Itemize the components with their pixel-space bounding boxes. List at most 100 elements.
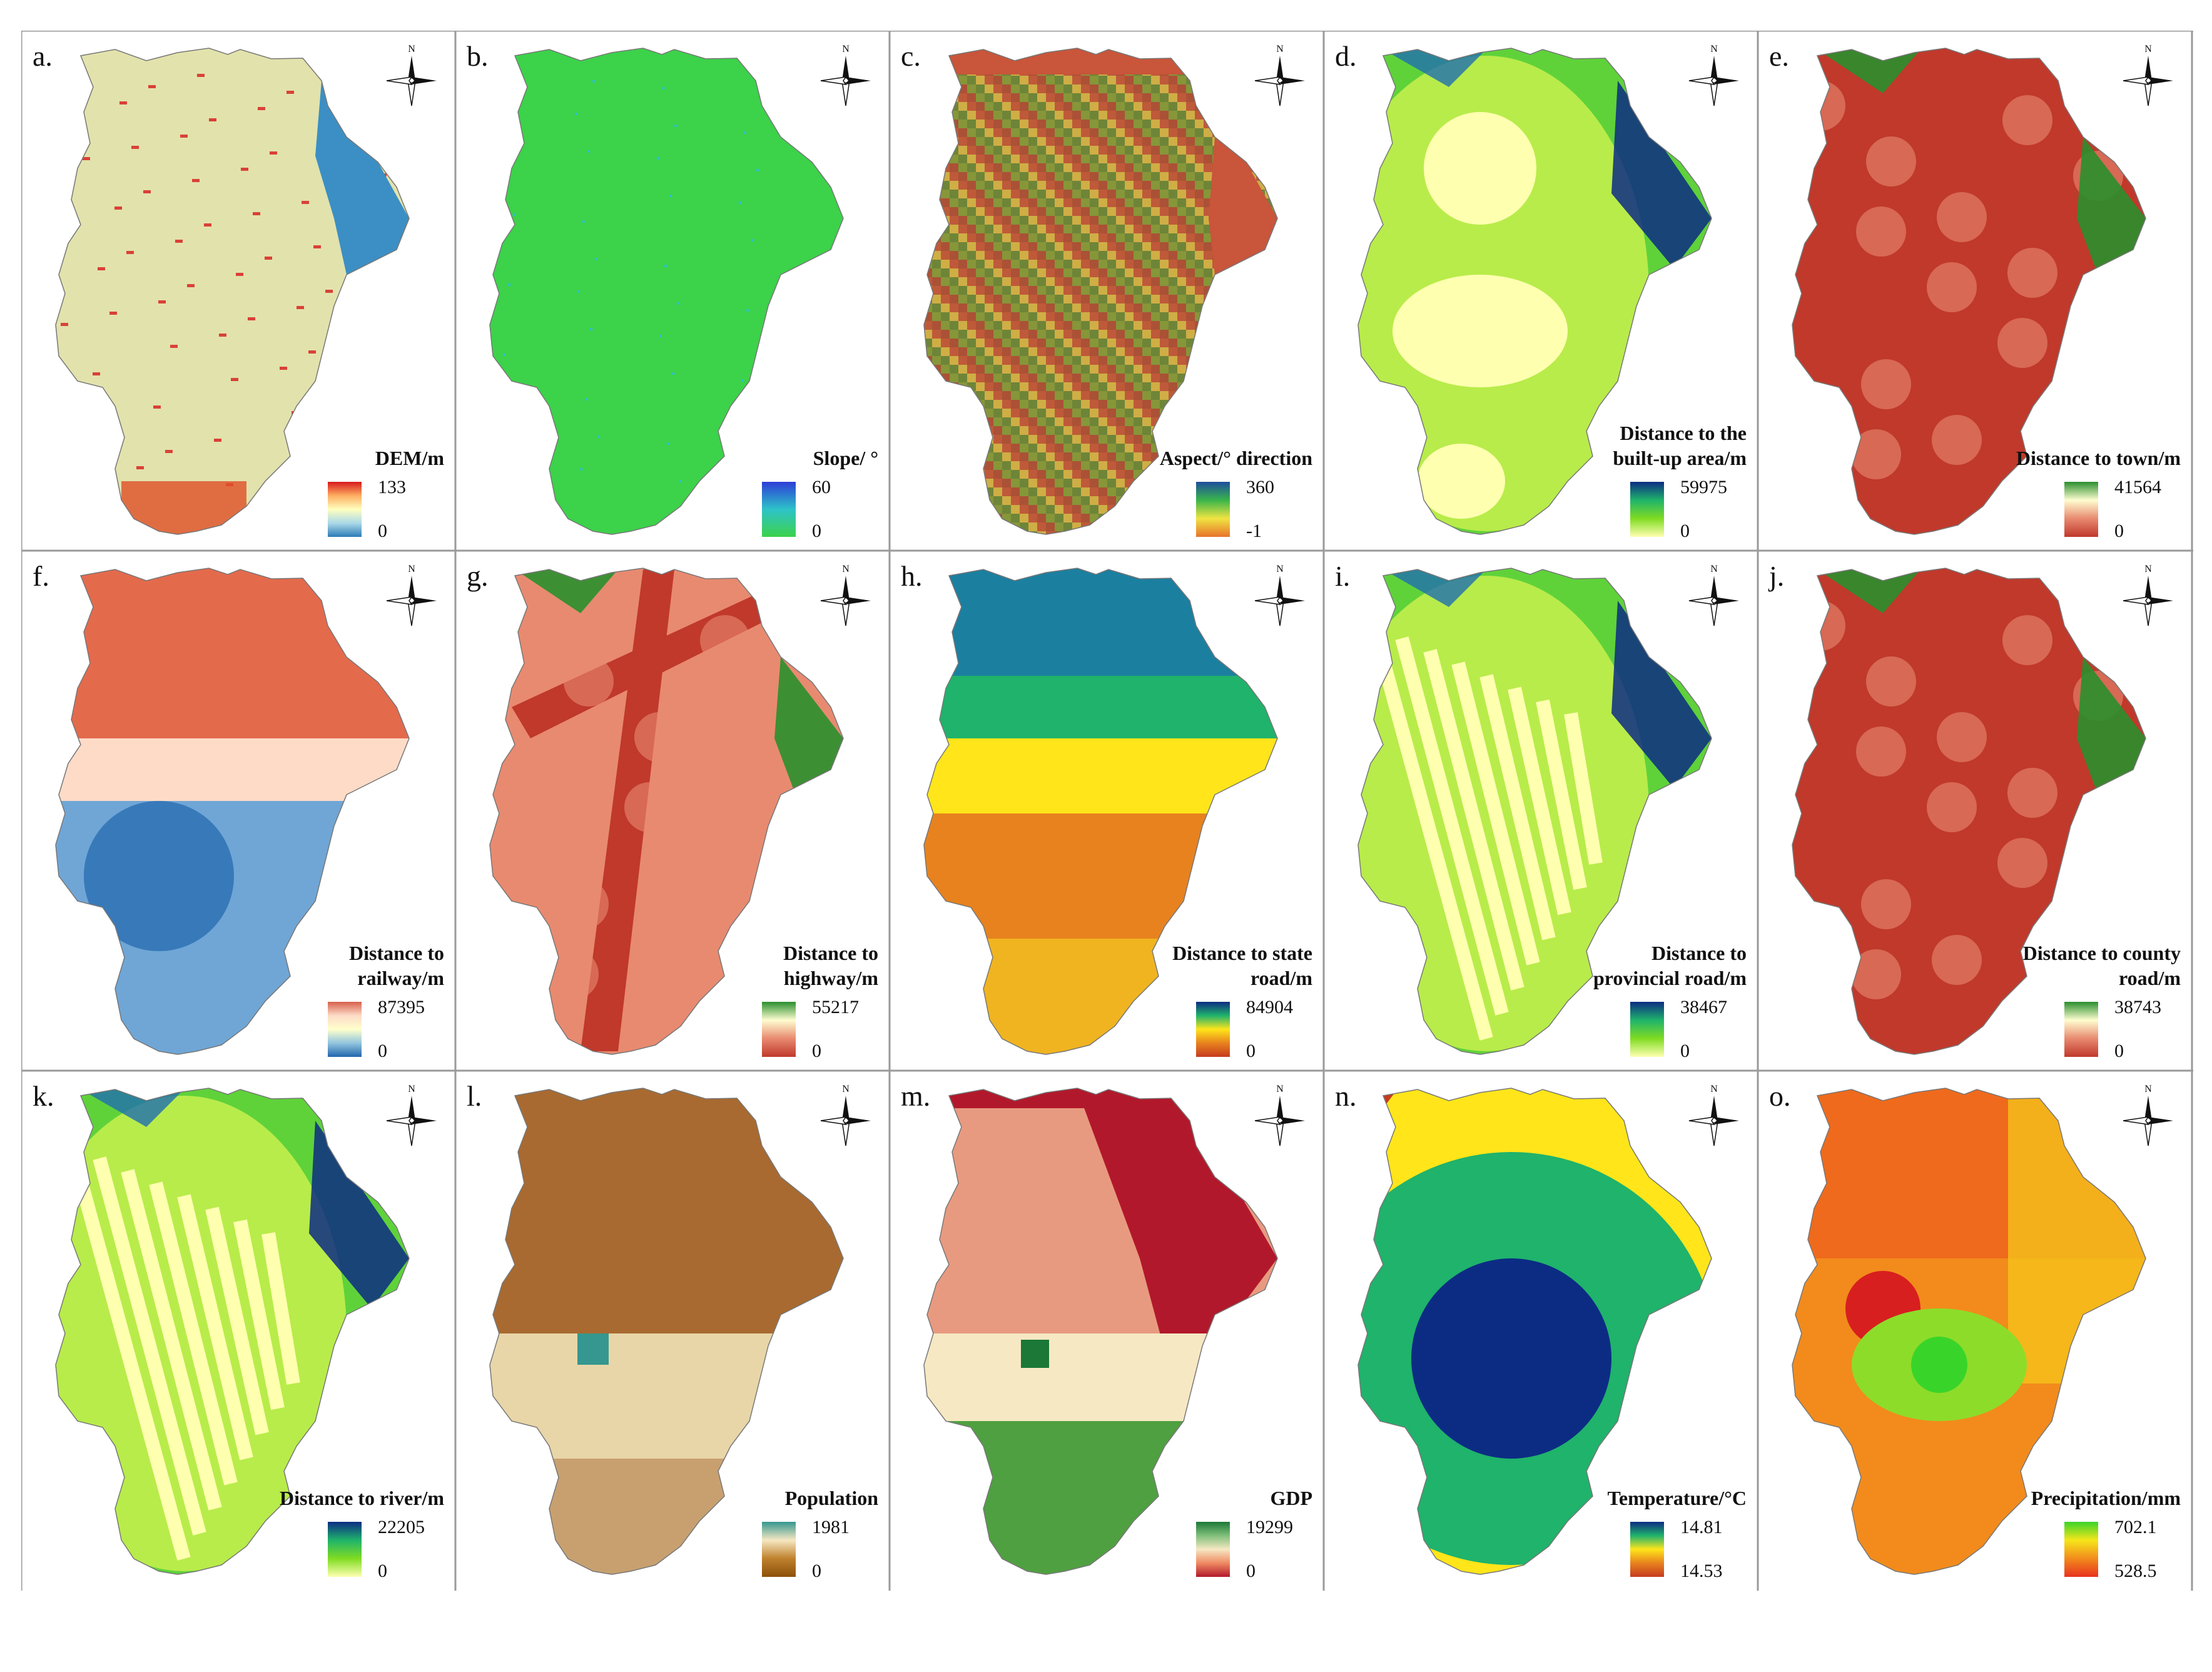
legend-title: GDP <box>1270 1487 1312 1509</box>
legend-color-ramp <box>328 482 362 537</box>
legend-title: DEM/m <box>375 447 444 469</box>
map-panel-n: n. N Temperature/°C 14.81 14.53 <box>1324 1071 1758 1591</box>
legend-max-value: 84904 <box>1246 997 1293 1017</box>
legend-min-value: 0 <box>2114 1041 2124 1061</box>
legend-min-value: 528.5 <box>2114 1561 2157 1581</box>
panel-letter: e. <box>1769 40 1789 72</box>
legend-max-value: 360 <box>1246 477 1274 497</box>
legend-min-value: -1 <box>1246 521 1262 541</box>
map-panel-m: m. N GDP 19299 0 <box>890 1071 1324 1591</box>
legend-color-ramp <box>1630 1522 1664 1577</box>
panel-letter: f. <box>33 560 49 592</box>
legend-max-value: 14.81 <box>1680 1517 1723 1537</box>
north-arrow-icon: N <box>820 44 871 106</box>
panel-letter: k. <box>33 1080 54 1112</box>
north-arrow-icon: N <box>1254 564 1305 626</box>
legend-max-value: 133 <box>378 477 406 497</box>
legend: 38743 0 <box>2064 899 2192 1062</box>
legend-min-value: 14.53 <box>1680 1561 1723 1581</box>
legend-color-ramp <box>328 1522 362 1577</box>
legend-color-ramp <box>1630 482 1664 537</box>
legend-color-ramp <box>762 1522 796 1577</box>
region-map-f <box>55 568 410 1055</box>
panel-grid-lines <box>21 31 2193 1591</box>
north-label: N <box>408 1084 415 1094</box>
north-label: N <box>1710 44 1718 54</box>
legend-max-value: 38467 <box>1680 997 1727 1017</box>
north-arrow-icon: N <box>2123 44 2173 106</box>
legend: 60 0 <box>762 379 890 542</box>
map-panel-k: k. N Distance to river/m 22205 0 <box>21 1071 455 1591</box>
legend: 1981 0 <box>762 1419 890 1582</box>
region-map-g <box>489 568 844 1055</box>
region-map-c <box>923 48 1278 535</box>
legend: 59975 0 <box>1630 379 1758 542</box>
legend-max-value: 702.1 <box>2114 1517 2157 1537</box>
north-arrow-icon: N <box>386 44 437 106</box>
legend-max-value: 19299 <box>1246 1517 1293 1537</box>
region-map-j <box>1792 568 2146 1055</box>
north-arrow-icon: N <box>1254 1084 1305 1146</box>
region-map-o <box>1792 1088 2146 1575</box>
legend-min-value: 0 <box>812 1041 821 1061</box>
north-arrow-icon: N <box>2123 1084 2173 1146</box>
legend-title: Distance to state road/m <box>1172 942 1312 989</box>
panel-letter: m. <box>901 1080 931 1112</box>
legend: 19299 0 <box>1196 1419 1324 1582</box>
panel-letter: l. <box>467 1080 482 1112</box>
north-label: N <box>1276 44 1284 54</box>
legend-color-ramp <box>1630 1002 1664 1057</box>
legend-title: Distance to the built-up area/m <box>1613 422 1747 469</box>
north-label: N <box>1710 564 1718 574</box>
legend-max-value: 41564 <box>2114 477 2161 497</box>
legend-color-ramp <box>762 1002 796 1057</box>
legend-max-value: 60 <box>812 477 831 497</box>
north-label: N <box>408 44 415 54</box>
legend-max-value: 1981 <box>812 1517 850 1537</box>
legend-min-value: 0 <box>1246 1561 1256 1581</box>
legend-title: Precipitation/mm <box>2031 1487 2181 1509</box>
map-panel-i: i. N Distance to provincial road/m 38467 0 <box>1324 551 1758 1071</box>
region-map-e <box>1792 48 2146 535</box>
legend-min-value: 0 <box>2114 521 2124 541</box>
region-map-m <box>923 1088 1278 1575</box>
legend: 14.81 14.53 <box>1630 1419 1758 1582</box>
legend-title: Population <box>784 1487 878 1509</box>
legend-color-ramp <box>1196 1002 1230 1057</box>
panel-letter: a. <box>33 40 53 72</box>
legend-title: Distance to railway/m <box>349 942 444 989</box>
legend-color-ramp <box>762 482 796 537</box>
map-panel-e: e. N Distance to town/m 41564 0 <box>1758 31 2192 551</box>
map-panel-b: b. N Slope/ ° 60 0 <box>455 31 890 551</box>
legend-title: Slope/ ° <box>813 447 878 469</box>
north-arrow-icon: N <box>386 1084 437 1146</box>
legend-max-value: 59975 <box>1680 477 1727 497</box>
legend: 38467 0 <box>1630 899 1758 1062</box>
legend-title: Aspect/° direction <box>1159 447 1312 469</box>
legend: 360 -1 <box>1196 379 1324 542</box>
panel-letter: b. <box>467 40 489 72</box>
region-map-a <box>55 48 410 535</box>
north-label: N <box>842 1084 850 1094</box>
legend-min-value: 0 <box>1246 1041 1256 1061</box>
map-panel-d: d. N Distance to the built-up area/m 59975 0 <box>1324 31 1758 551</box>
map-panel-l: l. N Population 1981 0 <box>455 1071 890 1591</box>
region-map-d <box>1357 48 1712 535</box>
region-map-n <box>1357 1088 1712 1575</box>
map-panel-j: j. N Distance to county road/m 38743 0 <box>1758 551 2192 1071</box>
legend-min-value: 0 <box>812 521 821 541</box>
legend: 41564 0 <box>2064 379 2192 542</box>
legend-title: Distance to river/m <box>279 1487 444 1509</box>
panel-letter: c. <box>901 40 921 72</box>
panel-letter: d. <box>1335 40 1357 72</box>
legend-min-value: 0 <box>1680 1041 1690 1061</box>
legend-title: Distance to county road/m <box>2022 942 2181 989</box>
north-label: N <box>1710 1084 1718 1094</box>
legend: 133 0 <box>328 379 455 542</box>
legend-max-value: 55217 <box>812 997 859 1017</box>
figure: a. N DEM/m 133 0 b. N Slope/ ° 60 0 c. N Aspect/° di… <box>21 31 2193 1591</box>
legend-color-ramp <box>2064 1522 2098 1577</box>
north-label: N <box>2144 564 2152 574</box>
map-panel-a: a. N DEM/m 133 0 <box>21 31 455 551</box>
panel-letter: o. <box>1769 1080 1791 1112</box>
